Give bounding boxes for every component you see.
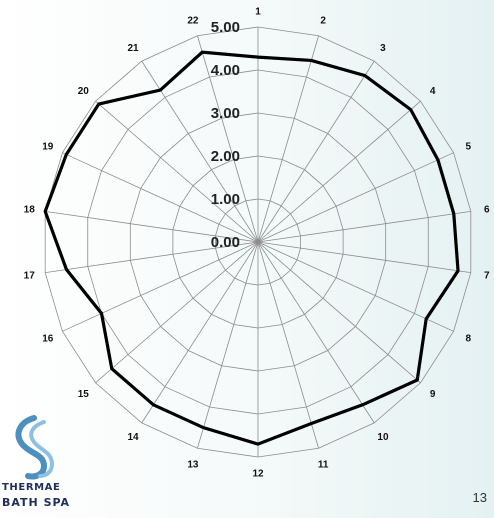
category-label: 6 bbox=[484, 205, 490, 216]
category-label: 15 bbox=[78, 389, 90, 400]
category-label: 1 bbox=[255, 6, 261, 17]
page-number: 13 bbox=[472, 490, 487, 505]
category-label: 19 bbox=[42, 141, 54, 152]
grid-spoke bbox=[197, 241, 259, 449]
category-label: 22 bbox=[187, 16, 199, 27]
tick-label: 4.00 bbox=[211, 62, 240, 79]
logo-text-bath-spa: BATH SPA bbox=[2, 496, 71, 509]
grid-spoke bbox=[257, 241, 375, 424]
category-label: 8 bbox=[465, 334, 471, 345]
thermae-bath-spa-logo: THERMAE BATH SPA bbox=[0, 412, 74, 518]
grid-spoke bbox=[257, 100, 421, 243]
category-label: 17 bbox=[24, 270, 36, 281]
grid-spoke bbox=[141, 241, 259, 424]
category-label: 16 bbox=[42, 334, 54, 345]
category-label: 11 bbox=[318, 459, 329, 470]
category-label: 5 bbox=[465, 141, 471, 152]
tick-labels: 0.00 1.00 2.00 3.00 4.00 5.00 bbox=[211, 19, 240, 251]
grid-spoke bbox=[257, 152, 454, 243]
category-label: 13 bbox=[187, 459, 199, 470]
grid-spoke bbox=[257, 241, 421, 384]
spa-logo-icon bbox=[15, 415, 55, 480]
grid-spoke bbox=[62, 241, 259, 332]
category-label: 10 bbox=[377, 432, 389, 443]
tick-label: 0.00 bbox=[211, 234, 240, 251]
grid-spoke bbox=[95, 241, 259, 384]
category-label: 4 bbox=[430, 86, 436, 97]
radar-series bbox=[43, 50, 460, 446]
tick-label: 5.00 bbox=[211, 19, 240, 36]
category-label: 2 bbox=[320, 16, 326, 27]
grid-spoke bbox=[257, 241, 454, 332]
category-label: 3 bbox=[380, 43, 386, 54]
grid-spoke bbox=[257, 35, 319, 243]
category-label: 12 bbox=[252, 469, 264, 480]
grid-spoke bbox=[95, 100, 259, 243]
category-label: 18 bbox=[24, 205, 36, 216]
grid-spoke bbox=[257, 211, 471, 243]
grid-spoke bbox=[45, 241, 259, 273]
grid-spoke bbox=[62, 152, 259, 243]
tick-label: 1.00 bbox=[211, 191, 240, 208]
grid-spoke bbox=[197, 35, 259, 243]
category-label: 21 bbox=[127, 43, 139, 54]
tick-label: 2.00 bbox=[211, 148, 240, 165]
category-label: 7 bbox=[484, 270, 490, 281]
grid-spoke bbox=[141, 60, 259, 243]
category-label: 20 bbox=[78, 86, 90, 97]
category-label: 14 bbox=[127, 432, 139, 443]
series-line bbox=[43, 50, 460, 446]
radar-spokes bbox=[45, 27, 471, 457]
grid-spoke bbox=[45, 211, 259, 243]
grid-spoke bbox=[257, 60, 375, 243]
grid-spoke bbox=[257, 241, 319, 449]
logo-text-thermae: THERMAE bbox=[2, 482, 61, 493]
tick-label: 3.00 bbox=[211, 105, 240, 122]
grid-spoke bbox=[257, 241, 471, 273]
category-label: 9 bbox=[430, 389, 436, 400]
